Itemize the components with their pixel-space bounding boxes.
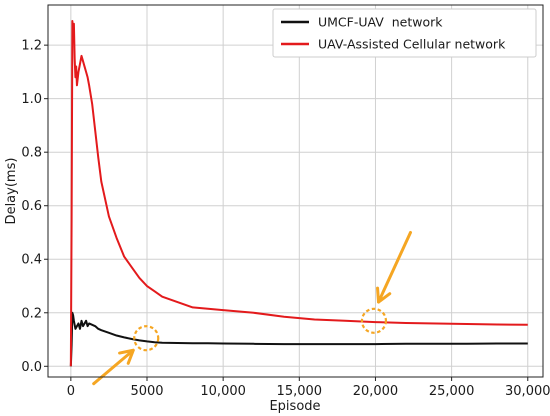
x-axis-ticks: 0 5000 10,000 15,000 20,000 25,000 30,000 [67,377,550,399]
legend-label-umcf-uav: UMCF-UAV network [318,15,443,30]
x-tick-label: 25,000 [429,384,475,399]
y-tick-label: 0.4 [21,253,42,268]
y-tick-label: 1.2 [21,39,42,54]
x-tick-label: 30,000 [505,384,550,399]
x-tick-label: 10,000 [200,384,246,399]
y-tick-label: 0.8 [21,146,42,161]
highlight-circle [133,325,160,352]
x-tick-label: 0 [67,384,75,399]
x-axis-label: Episode [269,399,320,414]
legend: UMCF-UAV network UAV-Assisted Cellular n… [272,8,537,58]
y-tick-label: 0.0 [21,360,42,375]
legend-label-uav-assisted: UAV-Assisted Cellular network [318,37,506,52]
x-tick-label: 15,000 [277,384,323,399]
y-tick-label: 1.0 [21,92,42,107]
annotation-arrow [92,348,135,386]
grid-lines [48,5,543,377]
series-line-umcf-uav [69,311,528,367]
annotations [92,230,412,386]
y-tick-label: 0.2 [21,306,42,321]
x-tick-label: 5000 [130,384,163,399]
x-tick-label: 20,000 [353,384,399,399]
series-lines [69,20,528,367]
series-line-uav-assisted [69,20,528,367]
y-axis-label: Delay(ms) [4,158,19,225]
highlight-circle [360,307,388,334]
y-tick-label: 0.6 [21,199,42,214]
plot-frame [47,4,544,378]
y-axis-ticks: 0.0 0.2 0.4 0.6 0.8 1.0 1.2 [21,39,48,375]
annotation-arrow [376,230,412,304]
legend-box [272,8,537,58]
